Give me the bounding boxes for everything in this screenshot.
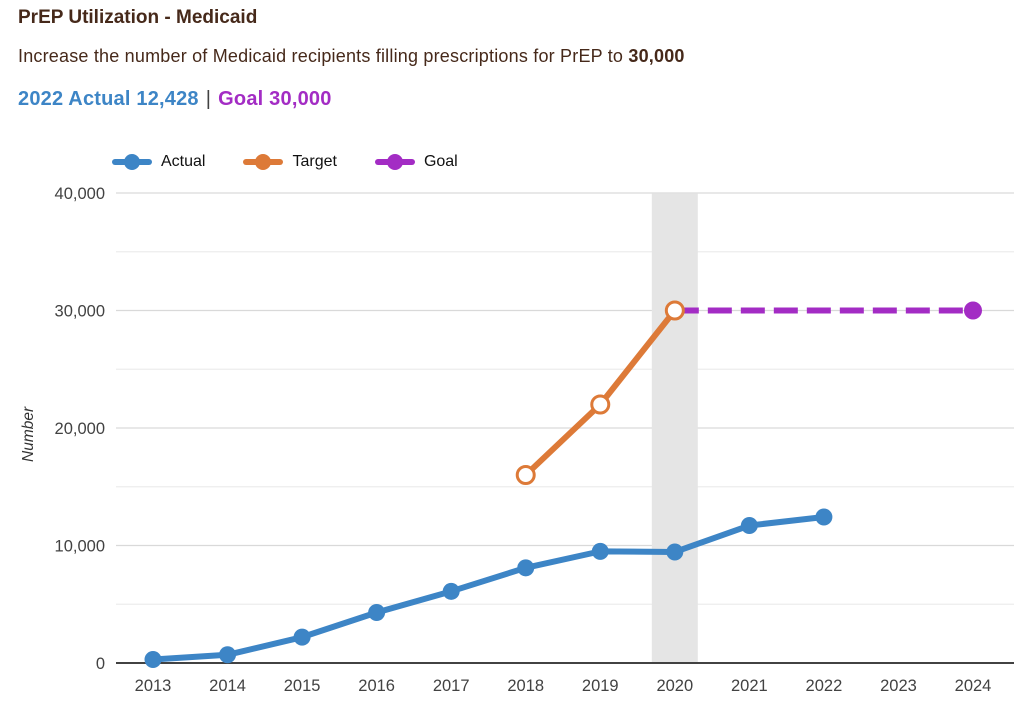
legend-label: Actual <box>161 153 206 170</box>
highlight-band-2020 <box>651 193 698 662</box>
actual-data-point[interactable] <box>219 646 237 664</box>
y-axis-tick-label: 40,000 <box>55 185 105 203</box>
actual-data-point[interactable] <box>517 559 535 577</box>
goal-legend-marker-icon <box>374 154 415 170</box>
y-axis-title: Number <box>20 406 37 462</box>
legend-label: Goal <box>423 153 458 170</box>
x-axis-tick-label: 2014 <box>209 677 246 695</box>
x-axis-tick-label: 2024 <box>955 677 992 695</box>
target-data-point[interactable] <box>590 394 611 415</box>
actual-stat-value: 2022 Actual 12,428 <box>18 88 199 110</box>
x-axis-tick-label: 2017 <box>433 677 470 695</box>
x-axis-tick-label: 2021 <box>731 677 768 695</box>
target-data-point[interactable] <box>664 300 685 321</box>
x-axis-tick-label: 2015 <box>284 677 321 695</box>
actual-data-point[interactable] <box>144 650 162 668</box>
target-legend-dot-icon <box>255 154 272 170</box>
goal-endpoint-marker[interactable] <box>964 301 982 320</box>
goal-stat-value: Goal 30,000 <box>218 88 332 110</box>
actual-data-point[interactable] <box>591 542 609 560</box>
x-axis-tick-label: 2016 <box>358 677 395 695</box>
chart-subtitle: Increase the number of Medicaid recipien… <box>18 46 685 67</box>
actual-data-point[interactable] <box>368 603 386 621</box>
y-axis-tick-label: 10,000 <box>55 538 105 556</box>
actual-legend-marker-icon <box>112 154 152 170</box>
legend-item-goal[interactable]: Goal <box>374 153 458 171</box>
y-axis-tick-label: 20,000 <box>55 420 105 438</box>
subtitle-text: Increase the number of Medicaid recipien… <box>18 46 629 66</box>
subtitle-goal-value: 30,000 <box>628 46 685 66</box>
target-legend-marker-icon <box>243 154 284 170</box>
status-line: 2022 Actual 12,428 | Goal 30,000 <box>18 88 332 111</box>
legend-label: Target <box>292 153 337 170</box>
actual-legend-dot-icon <box>124 154 140 170</box>
legend-item-actual[interactable]: Actual <box>112 153 205 171</box>
actual-series-line <box>152 513 825 663</box>
legend-item-target[interactable]: Target <box>243 153 337 171</box>
y-axis-tick-label: 0 <box>96 655 105 673</box>
x-axis-tick-label: 2022 <box>806 677 843 695</box>
x-axis-tick-label: 2020 <box>656 677 693 695</box>
x-axis-tick-label: 2013 <box>135 677 172 695</box>
x-axis-tick-label: 2019 <box>582 677 619 695</box>
target-data-point[interactable] <box>515 465 536 485</box>
actual-data-point[interactable] <box>815 508 833 526</box>
y-axis-tick-label: 30,000 <box>55 303 105 321</box>
actual-data-point[interactable] <box>666 543 684 561</box>
chart-legend: Actual Target Goal <box>112 153 458 171</box>
actual-data-point[interactable] <box>740 517 758 535</box>
actual-data-point[interactable] <box>293 628 311 646</box>
x-axis-tick-label: 2023 <box>880 677 917 695</box>
x-axis-tick-label: 2018 <box>507 677 544 695</box>
goal-legend-dot-icon <box>386 154 403 170</box>
stat-separator: | <box>205 88 212 110</box>
actual-data-point[interactable] <box>442 582 460 600</box>
page-title: PrEP Utilization - Medicaid <box>18 7 258 28</box>
